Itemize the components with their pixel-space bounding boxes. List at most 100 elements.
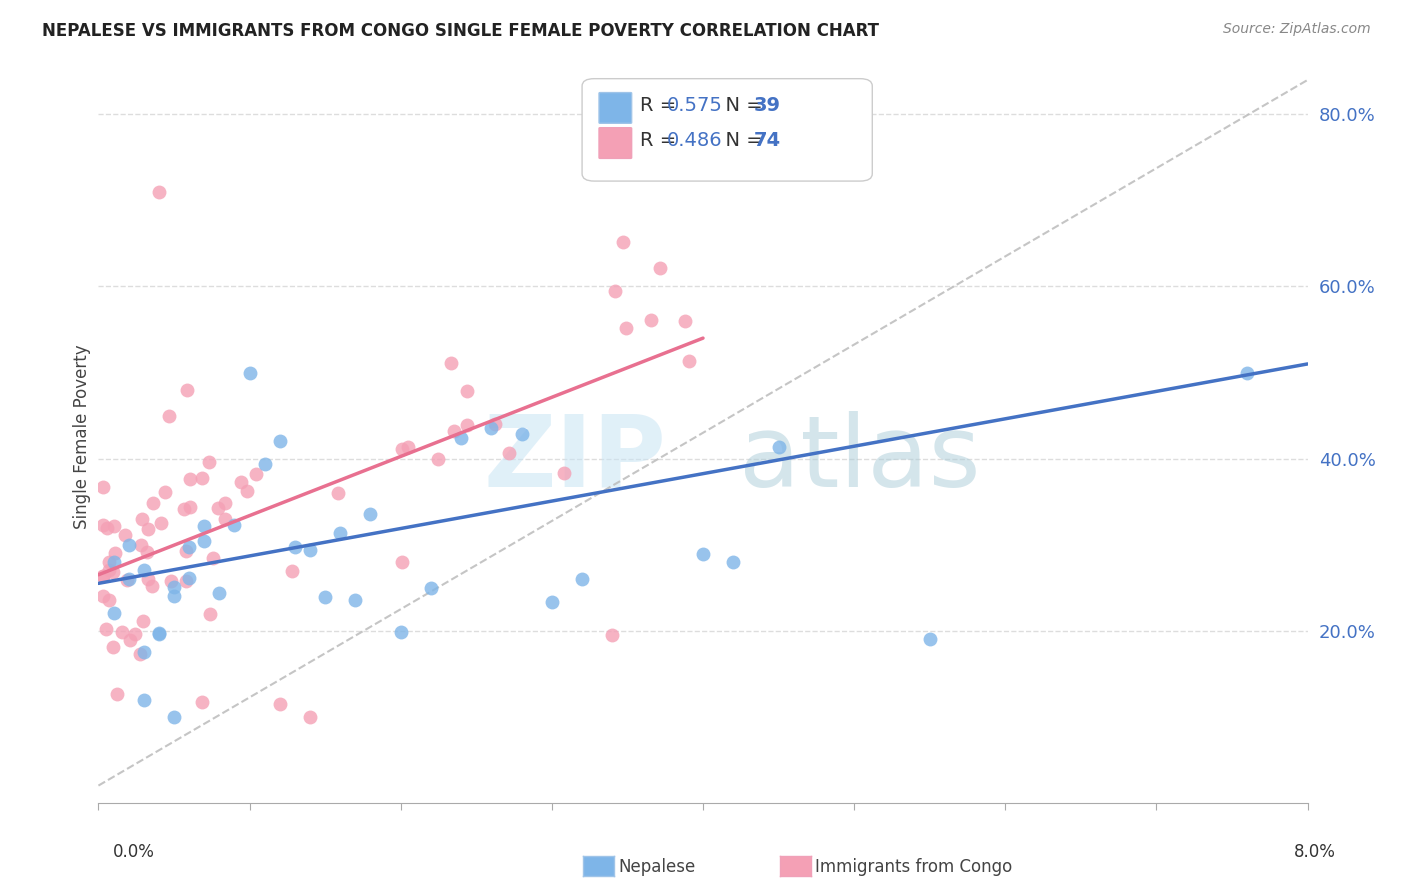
Point (198, 455, 221, 469)
Point (299, 542, 322, 557)
Point (118, 538, 141, 552)
Point (269, 697, 291, 711)
Point (602, 628, 624, 642)
Point (193, 534, 215, 549)
Point (214, 512, 236, 526)
Text: 0.486: 0.486 (666, 131, 723, 151)
Point (269, 434, 291, 449)
Point (138, 572, 160, 586)
Point (190, 471, 212, 485)
Point (456, 418, 478, 433)
Point (440, 356, 463, 370)
Text: 0.0%: 0.0% (112, 843, 155, 861)
Point (723, 556, 745, 570)
Text: 39: 39 (754, 96, 780, 115)
Point (132, 614, 155, 628)
Point (148, 626, 170, 640)
Point (314, 590, 336, 604)
Point (174, 574, 197, 588)
Point (396, 440, 419, 454)
Point (281, 565, 304, 579)
Point (163, 710, 186, 724)
Point (91, 569, 114, 583)
Point (179, 571, 201, 585)
Point (103, 640, 125, 654)
Text: Immigrants from Congo: Immigrants from Congo (815, 858, 1012, 876)
Point (179, 472, 201, 486)
Point (344, 593, 367, 607)
Point (101, 566, 124, 580)
Text: NEPALESE VS IMMIGRANTS FROM CONGO SINGLE FEMALE POVERTY CORRELATION CHART: NEPALESE VS IMMIGRANTS FROM CONGO SINGLE… (42, 22, 879, 40)
Point (510, 427, 533, 442)
Y-axis label: Single Female Poverty: Single Female Poverty (73, 345, 91, 529)
Point (104, 546, 127, 560)
FancyBboxPatch shape (582, 78, 872, 181)
Point (132, 564, 155, 578)
Point (678, 354, 700, 368)
Text: 74: 74 (754, 131, 780, 151)
Point (118, 632, 141, 647)
Point (540, 595, 562, 609)
Point (692, 547, 714, 561)
Point (148, 185, 170, 199)
Point (111, 625, 134, 640)
FancyBboxPatch shape (599, 93, 631, 123)
Point (553, 466, 575, 480)
Point (94, 622, 117, 636)
Point (918, 632, 941, 647)
Point (214, 496, 236, 510)
Text: 0.575: 0.575 (666, 96, 723, 115)
Point (603, 284, 626, 298)
Point (97, 593, 120, 607)
Point (202, 551, 225, 566)
Point (673, 314, 696, 328)
Point (193, 518, 215, 533)
Point (198, 607, 221, 622)
Point (131, 512, 153, 526)
Point (329, 525, 352, 540)
Point (148, 626, 170, 640)
Point (179, 540, 201, 554)
Point (299, 710, 322, 724)
Point (163, 580, 186, 594)
Point (118, 572, 141, 586)
Point (231, 475, 253, 489)
Point (614, 320, 637, 334)
Point (97, 555, 120, 569)
Point (1236, 366, 1258, 380)
Point (114, 528, 136, 542)
Point (612, 235, 634, 249)
Point (124, 627, 146, 641)
Point (640, 313, 662, 327)
Point (208, 586, 231, 600)
Point (571, 572, 593, 586)
Point (157, 409, 180, 424)
Point (128, 647, 150, 661)
Point (142, 496, 165, 510)
Point (450, 431, 472, 445)
Text: Source: ZipAtlas.com: Source: ZipAtlas.com (1223, 22, 1371, 37)
Point (153, 484, 176, 499)
Point (443, 424, 465, 438)
Point (245, 467, 267, 482)
Point (91, 518, 114, 533)
Point (239, 366, 262, 380)
Point (103, 519, 125, 533)
Point (420, 581, 443, 595)
Point (176, 383, 198, 397)
Point (179, 500, 201, 515)
Point (132, 692, 155, 706)
Point (129, 538, 152, 552)
Text: N =: N = (713, 96, 769, 115)
Point (481, 421, 503, 435)
Text: N =: N = (713, 131, 769, 151)
Point (456, 384, 478, 399)
Point (135, 545, 157, 559)
Point (103, 555, 125, 569)
Point (498, 446, 520, 460)
Point (115, 573, 138, 587)
Point (97, 564, 120, 578)
Text: 8.0%: 8.0% (1294, 843, 1336, 861)
Point (391, 555, 413, 569)
Point (484, 417, 506, 431)
